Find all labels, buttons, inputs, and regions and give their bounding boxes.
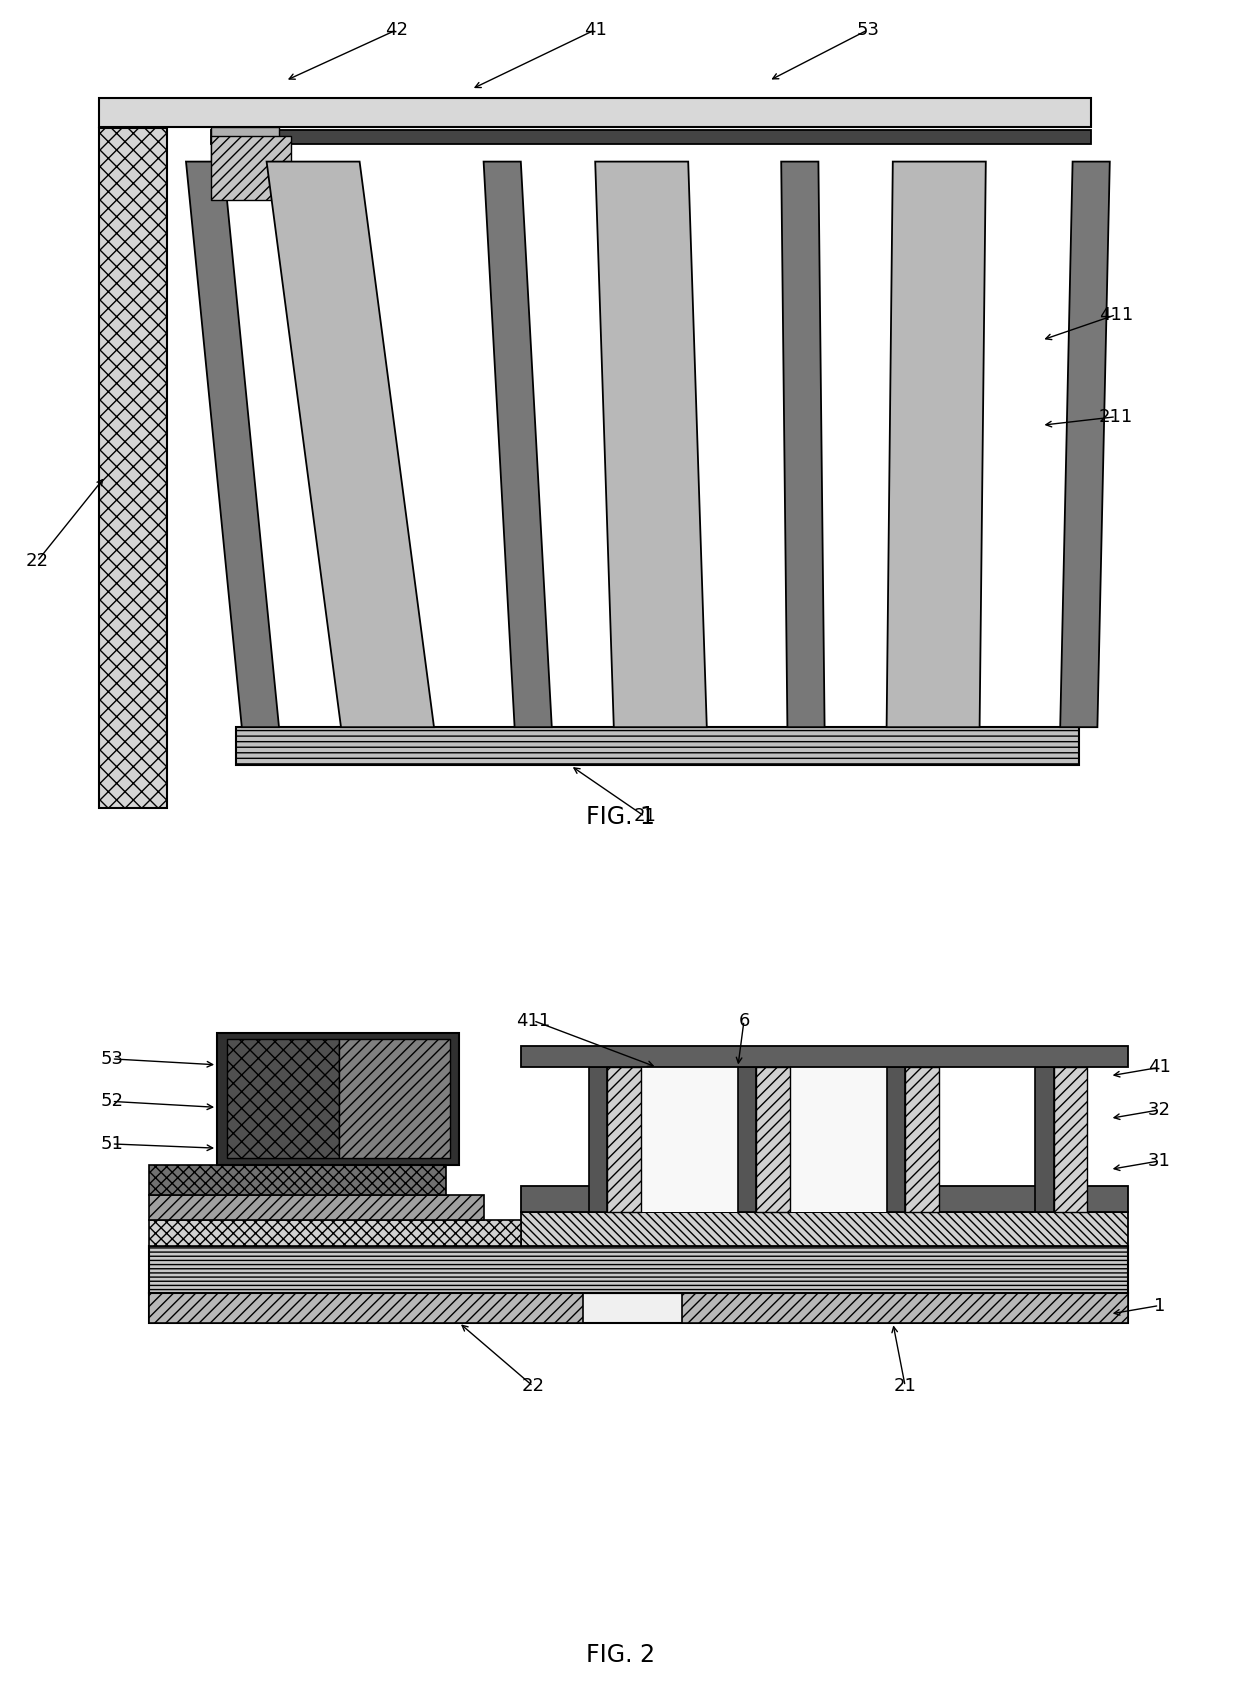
Text: 32: 32 [1148,1101,1171,1119]
Bar [339,1039,450,1158]
Bar [682,1293,1128,1323]
Bar [211,126,279,162]
Text: 21: 21 [634,808,656,825]
Bar [149,1293,1128,1323]
Bar [887,1068,905,1211]
Polygon shape [1060,162,1110,728]
Polygon shape [781,162,825,728]
Bar [905,1068,939,1211]
Text: 411: 411 [1099,306,1133,323]
Bar [1035,1068,1054,1211]
Text: 31: 31 [1148,1152,1171,1170]
Bar [149,1245,1128,1293]
Polygon shape [186,162,279,728]
Bar [99,128,167,808]
Text: 1: 1 [1153,1296,1166,1315]
Polygon shape [484,162,552,728]
Bar [1054,1068,1087,1211]
Polygon shape [595,162,707,728]
Bar [790,1068,887,1211]
Bar [521,1187,1128,1211]
Bar [521,1211,1128,1245]
Bar [149,1194,484,1221]
Bar [641,1068,738,1211]
Text: 411: 411 [516,1012,551,1029]
Text: FIG. 2: FIG. 2 [585,1643,655,1667]
Bar [227,1039,339,1158]
Text: 42: 42 [386,20,408,39]
Bar [99,97,1091,126]
Bar [236,728,1079,765]
Bar [149,1221,521,1245]
Bar [149,1293,583,1323]
Polygon shape [267,162,434,728]
Text: FIG. 1: FIG. 1 [585,805,655,830]
Text: 6: 6 [738,1012,750,1029]
Text: 22: 22 [26,553,48,570]
Text: 22: 22 [522,1378,544,1395]
Bar [521,1046,1128,1068]
Bar [738,1068,756,1211]
Bar [217,1033,459,1165]
Text: 21: 21 [894,1378,916,1395]
Text: 41: 41 [1148,1058,1171,1077]
Bar [756,1068,790,1211]
Text: 53: 53 [857,20,879,39]
Bar [608,1068,641,1211]
Bar [211,129,1091,143]
Text: 51: 51 [100,1135,123,1153]
Bar [211,136,291,201]
Text: 41: 41 [584,20,606,39]
Bar [149,1165,446,1194]
Polygon shape [887,162,986,728]
Text: 53: 53 [100,1050,123,1068]
Bar [589,1068,608,1211]
Text: 211: 211 [1099,408,1133,425]
Text: 52: 52 [100,1092,123,1111]
